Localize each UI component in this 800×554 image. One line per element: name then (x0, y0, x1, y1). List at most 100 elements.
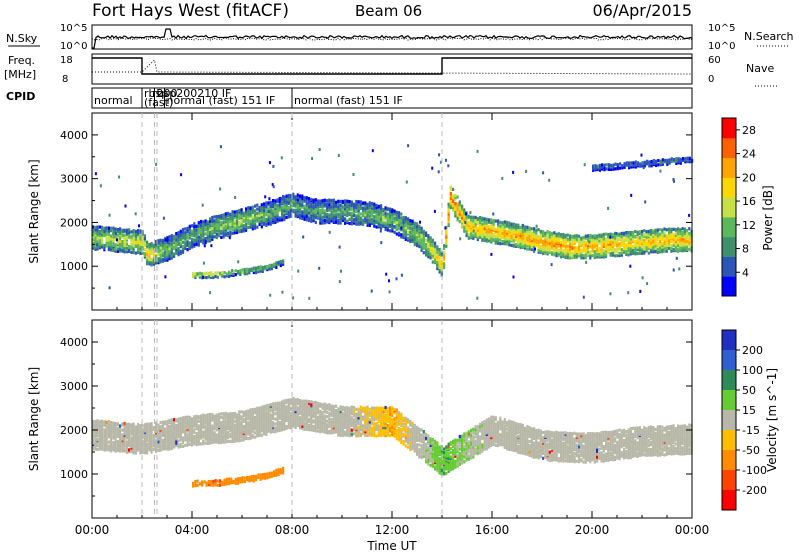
power-cell (247, 206, 250, 210)
power-cell (589, 253, 592, 257)
power-cell (303, 210, 306, 214)
power-cell (305, 214, 308, 218)
power-cell (211, 232, 214, 236)
power-cell (679, 247, 682, 251)
power-cell (194, 274, 197, 278)
velocity-cell (301, 408, 304, 412)
power-cell (373, 206, 376, 210)
power-cell (257, 268, 260, 272)
power-cell (231, 220, 234, 224)
power-cell (686, 229, 689, 233)
power-cell (668, 239, 671, 244)
power-cell (659, 228, 662, 232)
velocity-cell (256, 409, 259, 413)
velocity-cell (98, 442, 101, 446)
velocity-cell (137, 447, 140, 451)
power-cell (220, 221, 223, 225)
velocity-cell (157, 433, 160, 437)
velocity-cell (276, 409, 279, 413)
velocity-cell (285, 398, 288, 402)
velocity-cell (92, 419, 95, 424)
power-cell (447, 212, 450, 216)
velocity-cell (96, 437, 99, 442)
velocity-cell (123, 447, 126, 451)
power-cell (632, 234, 635, 238)
power-cell (150, 261, 153, 265)
power-cell (578, 234, 581, 238)
velocity-cell (263, 405, 266, 409)
power-cell (299, 208, 302, 212)
power-cell (610, 163, 613, 167)
velocity-cell (272, 428, 275, 432)
power-cell (246, 272, 249, 276)
velocity-cell (344, 410, 347, 414)
power-cell (647, 231, 650, 235)
power-cell (335, 210, 338, 214)
velocity-cell (193, 415, 196, 419)
velocity-cell (269, 429, 272, 433)
power-cell (220, 229, 223, 233)
power-cell (184, 244, 187, 248)
power-cell (584, 253, 587, 257)
velocity-cell (143, 427, 146, 431)
velocity-cell (260, 410, 263, 414)
power-cell (260, 210, 263, 214)
power-cell (600, 233, 603, 237)
velocity-cell (186, 418, 189, 422)
power-cell (263, 220, 266, 224)
power-cell (416, 232, 419, 236)
power-cell (278, 206, 281, 211)
power-cell (589, 242, 592, 246)
power-cell (503, 234, 506, 238)
power-cell (404, 237, 407, 241)
power-cell (402, 230, 405, 234)
power-cell (611, 232, 614, 237)
velocity-cell (263, 422, 266, 426)
power-cell (571, 254, 574, 258)
power-cell (94, 234, 97, 239)
power-cell (263, 208, 266, 212)
power-cell (479, 216, 482, 220)
velocity-cell (323, 430, 326, 434)
power-cell (94, 245, 97, 250)
power-cell (130, 242, 133, 246)
power-cell (218, 214, 221, 218)
power-cell (296, 205, 299, 209)
power-cell (98, 246, 101, 250)
power-cell (355, 222, 358, 226)
power-cell (638, 251, 641, 255)
power-scatter-cell (419, 220, 421, 224)
velocity-cell (373, 412, 376, 416)
power-cell (305, 207, 308, 212)
power-cell (533, 245, 536, 249)
power-cell (123, 242, 126, 246)
power-cell (299, 213, 302, 217)
power-cell (125, 250, 128, 254)
velocity-cell (278, 410, 281, 414)
velocity-cell (161, 432, 164, 436)
power-cell (222, 215, 225, 219)
power-cell (254, 214, 257, 218)
velocity-cell (195, 432, 198, 436)
velocity-cell (314, 413, 317, 417)
power-cell (344, 201, 347, 205)
velocity-cell (137, 433, 140, 437)
velocity-cell (105, 424, 108, 428)
power-cell (186, 234, 189, 238)
power-scatter-cell (476, 149, 479, 153)
power-cell (553, 251, 556, 255)
power-cell (281, 211, 284, 215)
power-cell (330, 205, 333, 209)
power-cell (404, 226, 407, 230)
power-cell (652, 233, 655, 237)
power-cell (594, 164, 597, 168)
power-cell (319, 199, 322, 203)
power-cell (229, 214, 232, 219)
velocity-cell (101, 437, 104, 442)
velocity-cell (191, 437, 194, 441)
velocity-cell (265, 406, 268, 410)
velocity-cell (346, 409, 349, 413)
power-cell (254, 226, 257, 230)
power-cell (256, 203, 259, 207)
power-cell (650, 160, 653, 164)
